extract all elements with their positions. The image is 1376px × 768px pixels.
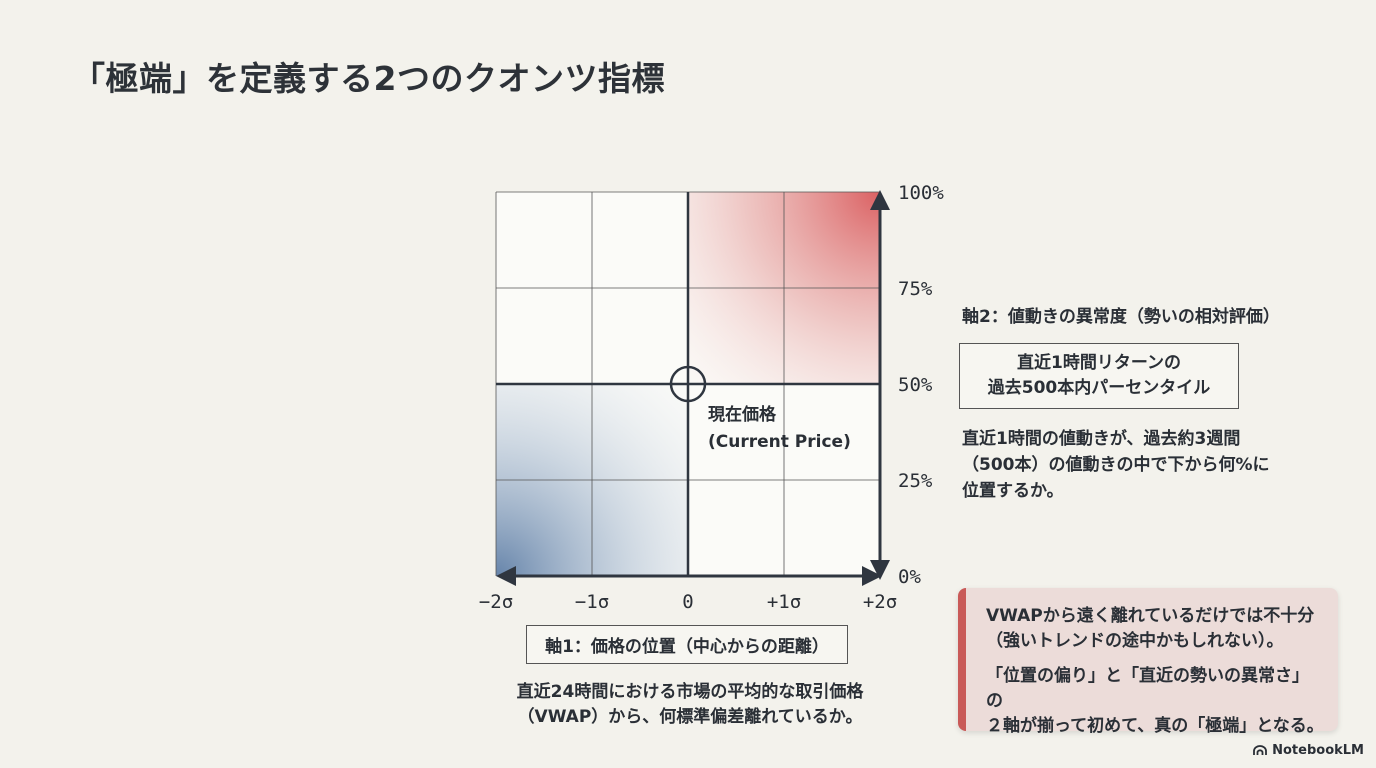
callout-line1: VWAPから遠く離れているだけでは不十分 xyxy=(986,606,1315,626)
notebooklm-logo-icon xyxy=(1253,745,1268,755)
axis2-box-line1: 直近1時間リターンの xyxy=(1017,353,1181,373)
callout-line2: （強いトレンドの途中かもしれない）。 xyxy=(986,631,1284,651)
y-tick-label: 50% xyxy=(898,374,933,396)
notebooklm-brand: NotebookLM xyxy=(1253,743,1364,758)
x-tick-labels: −2σ −1σ 0 +1σ +2σ xyxy=(479,591,897,613)
y-tick-label: 0% xyxy=(898,566,921,588)
y-tick-labels: 0% 25% 50% 75% 100% xyxy=(898,182,944,588)
axis2-metric-box: 直近1時間リターンの 過去500本内パーセンタイル xyxy=(959,343,1239,409)
x-tick-label: 0 xyxy=(682,591,693,613)
y-axis-arrow-up xyxy=(870,190,890,210)
x-axis-arrow-right xyxy=(862,566,882,586)
axis2-title: 軸2：値動きの異常度（勢いの相対評価） xyxy=(962,307,1280,327)
callout-line4: ２軸が揃って初めて、真の「極端」となる。 xyxy=(986,716,1324,736)
x-tick-label: −2σ xyxy=(479,591,513,613)
axis2-desc-line1: 直近1時間の値動きが、過去約3週間 xyxy=(962,429,1241,449)
brand-name: NotebookLM xyxy=(1272,743,1364,758)
current-price-label: 現在価格 (Current Price) xyxy=(708,402,851,456)
current-price-label-jp: 現在価格 xyxy=(708,405,776,425)
y-tick-label: 75% xyxy=(898,278,933,300)
callout-line3: 「位置の偏り」と「直近の勢いの異常さ」の xyxy=(986,666,1309,711)
axis2-box-line2: 過去500本内パーセンタイル xyxy=(987,378,1211,398)
y-tick-label: 25% xyxy=(898,470,933,492)
axis2-description: 直近1時間の値動きが、過去約3週間 （500本）の値動きの中で下から何%に 位置… xyxy=(962,426,1302,504)
x-tick-label: +2σ xyxy=(863,591,897,613)
axis1-description: 直近24時間における市場の平均的な取引価格 （VWAP）から、何標準偏差離れてい… xyxy=(490,680,890,730)
page-title: 「極端」を定義する2つのクオンツ指標 xyxy=(72,59,665,98)
axis1-desc-line1: 直近24時間における市場の平均的な取引価格 xyxy=(516,682,864,702)
axis2-desc-line2: （500本）の値動きの中で下から何%に xyxy=(962,455,1270,475)
x-axis-arrow-left xyxy=(496,566,516,586)
axis2-desc-line3: 位置するか。 xyxy=(962,481,1064,501)
x-tick-label: +1σ xyxy=(767,591,801,613)
conclusion-callout: VWAPから遠く離れているだけでは不十分 （強いトレンドの途中かもしれない）。 … xyxy=(958,588,1338,736)
x-tick-label: −1σ xyxy=(575,591,609,613)
axis1-desc-line2: （VWAP）から、何標準偏差離れているか。 xyxy=(517,707,863,727)
y-tick-label: 100% xyxy=(898,182,944,204)
current-price-label-en: (Current Price) xyxy=(708,432,851,452)
y-axis-arrow-down xyxy=(870,560,890,580)
axis1-title-box: 軸1：価格の位置（中心からの距離） xyxy=(526,625,848,664)
crosshair-icon xyxy=(669,365,707,403)
